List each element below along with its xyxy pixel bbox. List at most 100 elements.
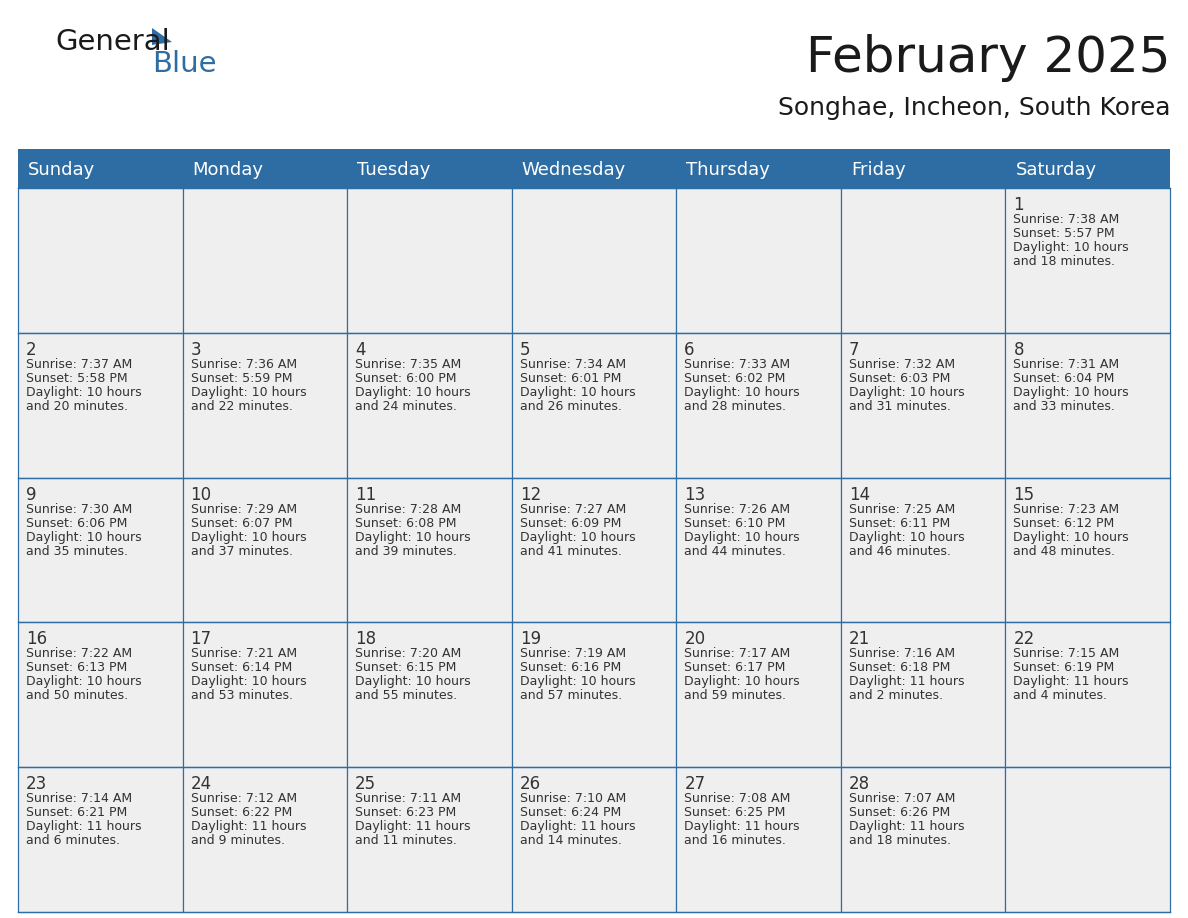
Text: Sunrise: 7:30 AM: Sunrise: 7:30 AM bbox=[26, 502, 132, 516]
Bar bbox=[18, 622, 183, 767]
Text: Daylight: 10 hours: Daylight: 10 hours bbox=[1013, 241, 1129, 254]
Text: Sunset: 6:17 PM: Sunset: 6:17 PM bbox=[684, 661, 785, 675]
Bar bbox=[183, 622, 347, 767]
Bar bbox=[183, 333, 347, 477]
Text: 26: 26 bbox=[519, 775, 541, 793]
Text: Sunrise: 7:11 AM: Sunrise: 7:11 AM bbox=[355, 792, 461, 805]
Text: and 48 minutes.: and 48 minutes. bbox=[1013, 544, 1116, 557]
Bar bbox=[841, 767, 1005, 912]
Text: and 41 minutes.: and 41 minutes. bbox=[519, 544, 621, 557]
Text: Sunrise: 7:34 AM: Sunrise: 7:34 AM bbox=[519, 358, 626, 371]
Polygon shape bbox=[152, 28, 172, 45]
Bar bbox=[347, 477, 512, 622]
Text: Sunrise: 7:31 AM: Sunrise: 7:31 AM bbox=[1013, 358, 1119, 371]
Text: Sunrise: 7:27 AM: Sunrise: 7:27 AM bbox=[519, 502, 626, 516]
Text: Sunset: 6:10 PM: Sunset: 6:10 PM bbox=[684, 517, 785, 530]
Bar bbox=[183, 767, 347, 912]
Text: 4: 4 bbox=[355, 341, 366, 359]
Bar bbox=[18, 149, 1170, 152]
Text: and 33 minutes.: and 33 minutes. bbox=[1013, 400, 1116, 413]
Text: Friday: Friday bbox=[851, 161, 905, 179]
Text: Daylight: 10 hours: Daylight: 10 hours bbox=[1013, 531, 1129, 543]
Text: Daylight: 10 hours: Daylight: 10 hours bbox=[355, 531, 470, 543]
Text: and 57 minutes.: and 57 minutes. bbox=[519, 689, 621, 702]
Text: 11: 11 bbox=[355, 486, 377, 504]
Text: 28: 28 bbox=[849, 775, 870, 793]
Text: Daylight: 10 hours: Daylight: 10 hours bbox=[26, 386, 141, 398]
Text: Sunrise: 7:28 AM: Sunrise: 7:28 AM bbox=[355, 502, 461, 516]
Text: Sunrise: 7:35 AM: Sunrise: 7:35 AM bbox=[355, 358, 461, 371]
Bar bbox=[676, 477, 841, 622]
Text: Sunset: 6:04 PM: Sunset: 6:04 PM bbox=[1013, 372, 1114, 385]
Bar bbox=[512, 622, 676, 767]
Text: Sunset: 6:07 PM: Sunset: 6:07 PM bbox=[190, 517, 292, 530]
Text: Sunset: 6:16 PM: Sunset: 6:16 PM bbox=[519, 661, 621, 675]
Text: Sunset: 6:23 PM: Sunset: 6:23 PM bbox=[355, 806, 456, 819]
Text: 13: 13 bbox=[684, 486, 706, 504]
Text: Sunset: 6:19 PM: Sunset: 6:19 PM bbox=[1013, 661, 1114, 675]
Text: February 2025: February 2025 bbox=[805, 34, 1170, 82]
Text: Sunrise: 7:16 AM: Sunrise: 7:16 AM bbox=[849, 647, 955, 660]
Bar bbox=[1005, 188, 1170, 333]
Bar bbox=[1005, 767, 1170, 912]
Text: 19: 19 bbox=[519, 631, 541, 648]
Text: Sunrise: 7:08 AM: Sunrise: 7:08 AM bbox=[684, 792, 791, 805]
Text: 22: 22 bbox=[1013, 631, 1035, 648]
Text: Sunrise: 7:07 AM: Sunrise: 7:07 AM bbox=[849, 792, 955, 805]
Text: Sunset: 6:14 PM: Sunset: 6:14 PM bbox=[190, 661, 292, 675]
Text: 20: 20 bbox=[684, 631, 706, 648]
Text: 18: 18 bbox=[355, 631, 377, 648]
Text: 1: 1 bbox=[1013, 196, 1024, 214]
Text: 24: 24 bbox=[190, 775, 211, 793]
Bar bbox=[676, 333, 841, 477]
Text: Daylight: 10 hours: Daylight: 10 hours bbox=[519, 386, 636, 398]
Text: Sunset: 6:09 PM: Sunset: 6:09 PM bbox=[519, 517, 621, 530]
Text: and 50 minutes.: and 50 minutes. bbox=[26, 689, 128, 702]
Text: Daylight: 10 hours: Daylight: 10 hours bbox=[26, 531, 141, 543]
Text: and 20 minutes.: and 20 minutes. bbox=[26, 400, 128, 413]
Bar bbox=[18, 477, 183, 622]
Bar bbox=[1005, 333, 1170, 477]
Text: Monday: Monday bbox=[192, 161, 264, 179]
Text: Daylight: 10 hours: Daylight: 10 hours bbox=[849, 531, 965, 543]
Text: 5: 5 bbox=[519, 341, 530, 359]
Text: 25: 25 bbox=[355, 775, 377, 793]
Text: Daylight: 10 hours: Daylight: 10 hours bbox=[519, 531, 636, 543]
Text: Sunrise: 7:20 AM: Sunrise: 7:20 AM bbox=[355, 647, 461, 660]
Text: Sunrise: 7:22 AM: Sunrise: 7:22 AM bbox=[26, 647, 132, 660]
Text: Daylight: 10 hours: Daylight: 10 hours bbox=[684, 386, 800, 398]
Text: Wednesday: Wednesday bbox=[522, 161, 626, 179]
Text: Sunrise: 7:26 AM: Sunrise: 7:26 AM bbox=[684, 502, 790, 516]
Text: Sunset: 6:15 PM: Sunset: 6:15 PM bbox=[355, 661, 456, 675]
Text: Daylight: 11 hours: Daylight: 11 hours bbox=[26, 820, 141, 834]
Bar bbox=[512, 188, 676, 333]
Text: Sunrise: 7:32 AM: Sunrise: 7:32 AM bbox=[849, 358, 955, 371]
Text: and 44 minutes.: and 44 minutes. bbox=[684, 544, 786, 557]
Text: 23: 23 bbox=[26, 775, 48, 793]
Text: Sunrise: 7:15 AM: Sunrise: 7:15 AM bbox=[1013, 647, 1119, 660]
Text: and 37 minutes.: and 37 minutes. bbox=[190, 544, 292, 557]
Text: and 16 minutes.: and 16 minutes. bbox=[684, 834, 786, 847]
Text: Sunrise: 7:19 AM: Sunrise: 7:19 AM bbox=[519, 647, 626, 660]
Text: Daylight: 11 hours: Daylight: 11 hours bbox=[355, 820, 470, 834]
Text: and 14 minutes.: and 14 minutes. bbox=[519, 834, 621, 847]
Text: and 59 minutes.: and 59 minutes. bbox=[684, 689, 786, 702]
Text: and 46 minutes.: and 46 minutes. bbox=[849, 544, 950, 557]
Text: Daylight: 10 hours: Daylight: 10 hours bbox=[519, 676, 636, 688]
Text: Daylight: 10 hours: Daylight: 10 hours bbox=[684, 676, 800, 688]
Text: Sunrise: 7:33 AM: Sunrise: 7:33 AM bbox=[684, 358, 790, 371]
Text: Daylight: 10 hours: Daylight: 10 hours bbox=[684, 531, 800, 543]
Text: Sunset: 6:01 PM: Sunset: 6:01 PM bbox=[519, 372, 621, 385]
Text: Sunset: 5:59 PM: Sunset: 5:59 PM bbox=[190, 372, 292, 385]
Text: 8: 8 bbox=[1013, 341, 1024, 359]
Bar bbox=[347, 622, 512, 767]
Text: Daylight: 11 hours: Daylight: 11 hours bbox=[190, 820, 307, 834]
Text: Sunset: 6:03 PM: Sunset: 6:03 PM bbox=[849, 372, 950, 385]
Text: Sunrise: 7:17 AM: Sunrise: 7:17 AM bbox=[684, 647, 790, 660]
Text: and 35 minutes.: and 35 minutes. bbox=[26, 544, 128, 557]
Text: Sunrise: 7:21 AM: Sunrise: 7:21 AM bbox=[190, 647, 297, 660]
Text: and 2 minutes.: and 2 minutes. bbox=[849, 689, 943, 702]
Bar bbox=[18, 767, 183, 912]
Text: 6: 6 bbox=[684, 341, 695, 359]
Text: and 11 minutes.: and 11 minutes. bbox=[355, 834, 457, 847]
